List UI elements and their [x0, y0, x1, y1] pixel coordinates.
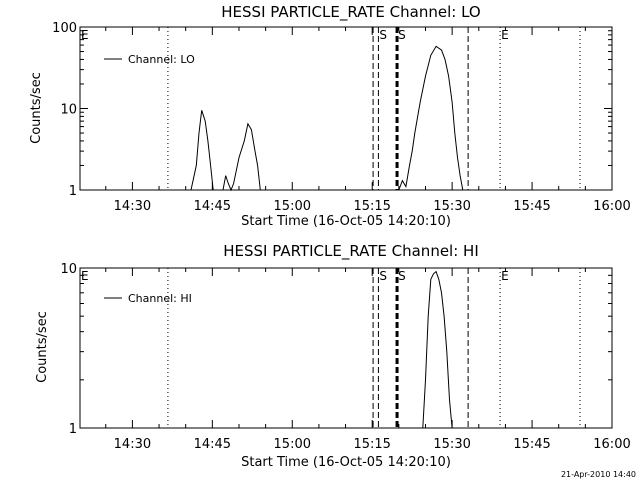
chart-1-marker-label: S — [379, 28, 387, 42]
chart-2-x-tick-label: 15:45 — [513, 437, 550, 452]
chart-2-xlabel: Start Time (16-Oct-05 14:20:10) — [241, 455, 451, 470]
chart-1-marker-label: E — [81, 28, 89, 42]
chart-1-y-tick-label: 100 — [52, 21, 77, 36]
chart-2-series-line — [422, 270, 453, 429]
chart-2-ylabel: Counts/sec — [35, 311, 50, 383]
chart-1-y-tick-label: 10 — [60, 103, 77, 118]
chart-1-x-tick-label: 15:45 — [513, 199, 550, 214]
chart-1-marker-label: S — [398, 28, 406, 42]
chart-2-x-tick-label: 15:15 — [353, 437, 390, 452]
chart-2-x-tick-label: 16:00 — [593, 437, 630, 452]
chart-1-xlabel: Start Time (16-Oct-05 14:20:10) — [241, 214, 451, 229]
chart-2-x-tick-label: 15:00 — [274, 437, 311, 452]
chart-2-marker-label: S — [379, 269, 387, 283]
chart-1-y-tick-label: 1 — [69, 184, 77, 199]
chart-1-x-tick-label: 16:00 — [593, 199, 630, 214]
chart-1-series-line — [398, 45, 464, 191]
chart-1-ylabel: Counts/sec — [29, 72, 44, 144]
chart-1-plot-frame — [79, 26, 613, 191]
chart-2-x-tick-label: 14:30 — [114, 437, 151, 452]
chart-1-x-tick-label: 15:00 — [274, 199, 311, 214]
chart-2-marker-label: S — [398, 269, 406, 283]
chart-1-series-line — [190, 110, 214, 191]
chart-1-x-tick-label: 14:45 — [194, 199, 231, 214]
chart-2-title: HESSI PARTICLE_RATE Channel: HI — [223, 242, 479, 261]
chart-2-y-tick-label: 10 — [60, 262, 77, 277]
chart-1-x-tick-label: 15:30 — [433, 199, 470, 214]
chart-1-title: HESSI PARTICLE_RATE Channel: LO — [221, 3, 480, 22]
chart-2-marker-label: E — [81, 269, 89, 283]
footer-timestamp: 21-Apr-2010 14:40 — [561, 470, 636, 479]
chart-2-legend-label: Channel: HI — [128, 292, 192, 305]
chart-1-marker-label: E — [501, 28, 509, 42]
chart-2-marker-label: E — [501, 269, 509, 283]
chart-1-series-line — [222, 122, 261, 192]
chart-2-x-tick-label: 14:45 — [194, 437, 231, 452]
chart-1-x-tick-label: 15:15 — [353, 199, 390, 214]
chart-2-y-tick-label: 1 — [69, 422, 77, 437]
chart-1-legend-label: Channel: LO — [128, 53, 195, 66]
chart-1-x-tick-label: 14:30 — [114, 199, 151, 214]
chart-2-x-tick-label: 15:30 — [433, 437, 470, 452]
